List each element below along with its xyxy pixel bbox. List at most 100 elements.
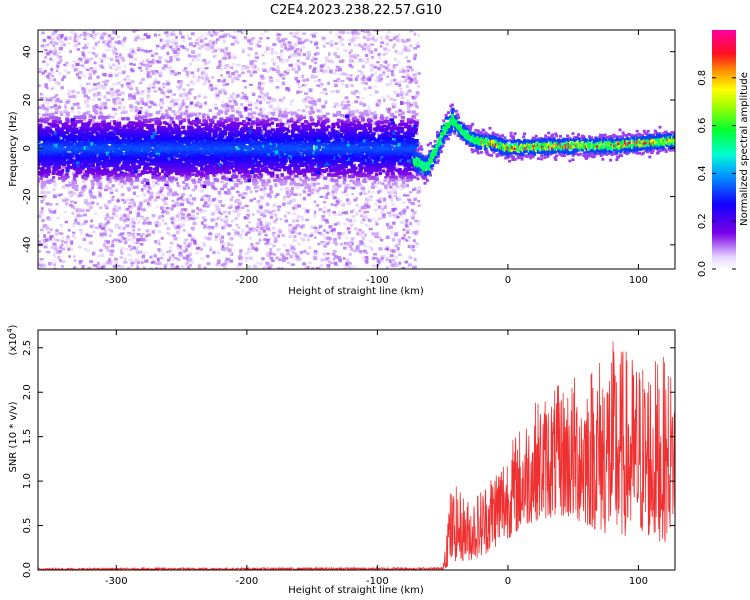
spectrogram-cell [231,79,235,83]
spectrogram-cell [252,102,256,106]
spectrogram-cell [293,235,297,238]
spectrogram-cell [381,95,385,99]
spectrogram-cell [43,263,47,268]
spectrogram-cell [350,223,354,227]
spectrogram-cell [98,193,103,198]
spectrogram-cell [254,102,259,105]
spectrogram-cell [324,92,328,95]
spectrogram-cell [115,59,120,62]
spectrogram-cell [128,258,133,262]
spectrogram-cell [111,30,115,33]
spectrogram-cell [281,255,286,259]
spectrogram-cell [266,36,270,40]
spectrogram-cell [331,59,334,64]
spectrogram-cell [114,223,120,227]
spectrogram-cell [398,70,403,73]
spectrogram-cell [92,52,96,55]
spectrogram-cell [287,68,291,73]
spectrogram-cell [417,72,421,75]
spectrogram-cell [262,229,266,233]
spectrogram-cell [326,236,331,240]
spectrogram-cell [389,82,392,86]
spectrogram-cell [41,31,45,35]
spectrogram-cell [325,59,329,62]
spectrogram-cell [374,257,378,260]
spectrogram-cell [330,203,335,206]
spectrogram-cell [177,118,181,122]
spectrogram-cell [93,82,98,87]
spectrogram-cell [245,224,249,228]
spectrogram-cell [378,257,382,262]
spectrogram-cell [301,84,306,87]
spectrogram-cell [358,209,362,213]
spectrogram-cell [307,53,311,57]
spectrogram-cell [394,63,399,67]
spectrogram-cell [224,222,228,226]
spectrogram-cell [227,224,232,228]
spectrogram-cell [136,266,140,269]
spectrogram-cell [131,95,136,99]
spectrogram-cell [374,78,379,82]
spectrogram-cell [109,44,113,48]
spectrogram-cell [187,174,192,178]
spectrogram-cell [151,86,156,89]
spectrogram-cell [38,112,41,116]
spectrogram-cell [351,192,355,196]
spectrogram-cell [181,216,185,220]
spectrogram-cell [73,207,76,210]
spectrogram-cell [238,178,242,181]
spectrogram-cell [112,238,118,242]
spectrogram-cell [120,252,124,255]
spectrogram-cell [341,191,345,194]
spectrogram-cell [413,257,417,262]
spectrogram-cell [137,66,142,70]
spectrogram-cell [260,223,264,227]
spectrogram-cell [200,71,205,75]
spectrogram-cell [255,185,260,189]
spectrogram-cell [165,206,170,210]
spectrogram-cell [417,85,420,88]
spectrogram-cell [174,266,178,269]
spectrogram-cell [335,200,340,204]
spectrogram-cell [232,180,235,183]
spectrogram-cell [288,63,293,67]
spectrogram-cell [261,68,266,71]
spectrogram-cell [254,42,259,46]
spectrogram-cell [92,93,97,97]
spectrogram-cell [241,196,246,200]
spectrogram-cell [153,90,158,93]
spectrogram-cell [364,60,369,64]
spectrogram-cell [354,89,359,93]
spectrogram-cell [295,231,299,235]
spectrogram-cell [314,229,319,234]
spectrogram-cell [247,187,251,191]
spectrogram-cell [229,204,234,209]
spectrogram-cell [316,84,321,87]
spectrogram-cell [109,66,113,70]
spectrogram-cell [120,84,124,88]
spectrogram-cell [191,214,196,218]
spectrogram-cell [259,173,263,178]
spectrogram-cell [223,241,226,245]
spectrogram-cell [237,226,241,229]
spectrogram-cell [362,75,366,79]
spectrogram-cell [216,261,221,265]
spectrogram-cell [197,94,201,98]
spectrogram-cell [173,99,178,104]
spectrogram-cell [128,96,132,100]
spectrogram-cell [216,251,220,255]
spectrogram-cell [395,123,399,128]
spectrogram-cell [213,218,217,222]
spectrogram-cell [145,221,149,225]
spectrogram-cell [56,36,59,40]
spectrogram-cell [157,230,162,234]
spectrogram-cell [159,39,163,43]
spectrogram-cell [350,210,354,214]
spectrogram-cell [40,196,44,199]
spectrogram-cell [226,164,230,169]
spectrogram-cell [328,52,331,56]
spectrogram-cell [395,215,399,219]
spectrogram-cell [245,188,249,191]
spectrogram-cell [99,36,104,40]
spectrogram-cell [181,192,186,196]
